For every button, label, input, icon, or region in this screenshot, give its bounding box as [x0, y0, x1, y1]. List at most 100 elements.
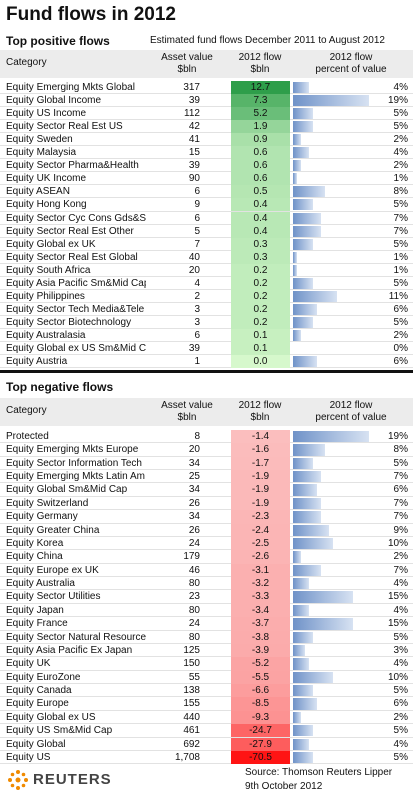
category: Equity Sector Information Tech: [6, 457, 142, 469]
asset-value: 20: [188, 444, 200, 456]
asset-value: 25: [188, 471, 200, 483]
asset-value: 7: [194, 238, 200, 250]
pct-bar: [293, 604, 309, 617]
flow-cell: [231, 172, 290, 186]
row-line: [0, 301, 413, 303]
flow-cell: [231, 724, 290, 738]
flow-value: -2.5: [251, 537, 270, 549]
asset-value: 440: [183, 711, 200, 723]
asset-value: 39: [188, 343, 200, 354]
category: Equity Korea: [6, 537, 64, 549]
pct-bar: [293, 591, 353, 603]
category: Equity Greater China: [6, 524, 100, 536]
flow-value: 0.2: [253, 290, 268, 302]
pct-bar: [293, 303, 317, 315]
row-line: [0, 210, 413, 212]
asset-value: 8: [194, 431, 200, 442]
pct-bar: [293, 290, 337, 302]
pct-bar: [293, 431, 369, 443]
flow-cell: [231, 443, 290, 457]
category: Equity Emerging Mkts Europe: [6, 444, 139, 456]
pct-bar: [293, 212, 321, 224]
column-header: Asset value: [161, 52, 213, 63]
pct-value: 5%: [393, 316, 408, 328]
category: Equity UK: [6, 658, 51, 670]
pct-bar: [293, 725, 313, 737]
row-line: [0, 327, 413, 329]
pct-value: 7%: [393, 471, 408, 483]
asset-value: 150: [183, 658, 200, 670]
flow-value: -5.2: [251, 658, 270, 670]
pct-value: 5%: [393, 631, 408, 643]
category: Equity Global Income: [6, 95, 102, 107]
pct-value: 1%: [393, 264, 408, 276]
flow-cell: [231, 470, 290, 484]
row-line: [0, 495, 413, 497]
row-line: [0, 93, 413, 95]
flow-cell: [231, 550, 290, 564]
pct-bar: [293, 108, 313, 120]
row-line: [0, 288, 413, 290]
flow-cell: [231, 563, 290, 578]
pct-value: 4%: [393, 738, 408, 750]
category: Equity Sector Tech Media&Tele: [6, 303, 145, 315]
pct-bar: [293, 238, 313, 250]
asset-value: 39: [188, 95, 200, 107]
flow-cell: [231, 750, 290, 765]
flow-value: -1.6: [251, 444, 270, 456]
category: Equity Japan: [6, 604, 64, 616]
row-line: [0, 723, 413, 725]
pct-value: 5%: [393, 238, 408, 250]
row-line: [0, 482, 413, 484]
pct-bar: [293, 316, 313, 328]
pct-value: 5%: [393, 725, 408, 737]
column-header: 2012 flow: [238, 400, 282, 411]
category: Equity Australia: [6, 578, 75, 590]
row-line: [0, 197, 413, 199]
pct-bar: [293, 524, 329, 536]
row-line: [0, 549, 413, 551]
category: Equity Sector Pharma&Health: [6, 160, 139, 172]
flow-value: 0.1: [253, 343, 268, 354]
flow-cell: [231, 185, 290, 199]
row-line: [0, 119, 413, 121]
pct-value: 7%: [393, 212, 408, 224]
pct-value: 4%: [393, 604, 408, 616]
asset-value: 80: [188, 578, 200, 590]
pct-value: 7%: [393, 225, 408, 237]
pct-bar: [293, 537, 333, 550]
flow-cell: [231, 657, 290, 671]
pct-bar: [293, 444, 325, 456]
section-heading: Top positive flows: [6, 34, 110, 48]
row-line: [0, 262, 413, 264]
asset-value: 6: [194, 329, 200, 341]
asset-value: 3: [194, 303, 200, 315]
flow-cell: [231, 224, 290, 238]
pct-value: 15%: [387, 591, 408, 603]
pct-value: 6%: [393, 698, 408, 710]
category: Equity France: [6, 618, 68, 630]
pct-value: 5%: [393, 685, 408, 697]
row-line: [0, 223, 413, 225]
category: Equity Asia Pacific Sm&Mid Cap: [6, 277, 146, 289]
category: Equity Global Sm&Mid Cap: [6, 484, 128, 496]
category: Equity Sector Biotechnology: [6, 316, 132, 328]
flow-cell: [231, 302, 290, 316]
pct-bar: [293, 199, 313, 211]
category: Protected: [6, 431, 49, 442]
row-line: [0, 696, 413, 698]
column-header: percent of value: [315, 412, 387, 423]
flow-cell: [231, 697, 290, 711]
asset-value: 692: [183, 738, 200, 750]
pct-bar: [293, 225, 321, 237]
column-header: 2012 flow: [329, 52, 373, 63]
pct-bar: [293, 738, 309, 750]
flow-cell: [231, 133, 290, 147]
category: Equity Global ex US: [6, 711, 96, 723]
pct-value: 9%: [393, 524, 408, 536]
asset-value: 6: [194, 212, 200, 224]
pct-bar: [293, 711, 301, 724]
category: Equity Sweden: [6, 134, 73, 146]
pct-bar: [293, 147, 309, 159]
flow-value: -3.1: [251, 564, 270, 576]
